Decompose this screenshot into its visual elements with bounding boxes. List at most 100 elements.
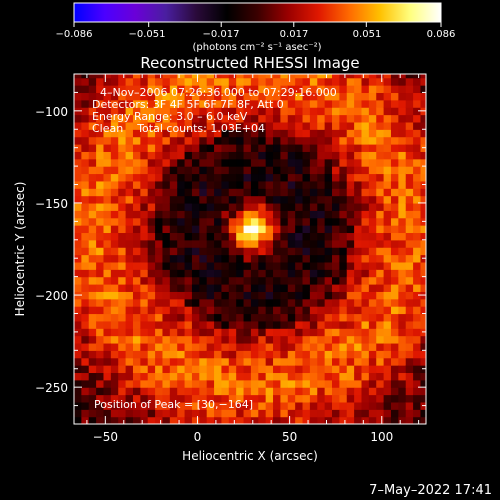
heatmap-cell [110, 210, 119, 219]
heatmap-cell [125, 158, 134, 167]
heatmap-cell [339, 85, 348, 94]
heatmap-cell [191, 394, 200, 403]
heatmap-cell [258, 92, 267, 101]
heatmap-cell [280, 195, 289, 204]
heatmap-cell [332, 291, 340, 300]
heatmap-cell [339, 394, 348, 403]
heatmap-cell [132, 284, 141, 292]
heatmap-cell [390, 239, 399, 248]
heatmap-cell [155, 239, 164, 248]
heatmap-cell [214, 202, 223, 211]
heatmap-cell [228, 416, 237, 424]
heatmap-cell [332, 261, 340, 270]
heatmap-cell [376, 342, 385, 351]
heatmap-cell [169, 158, 178, 167]
heatmap-cell [214, 350, 223, 359]
heatmap-cell [243, 291, 252, 300]
heatmap-cell [376, 239, 385, 248]
heatmap-cell [332, 217, 340, 226]
heatmap-cell [302, 306, 311, 315]
heatmap-cell [368, 401, 377, 410]
heatmap-cell [184, 247, 193, 256]
heatmap-cell [390, 261, 399, 270]
heatmap-cell [273, 372, 282, 381]
heatmap-cell [383, 372, 392, 381]
heatmap-cell [332, 328, 340, 337]
heatmap-cell [354, 328, 363, 337]
heatmap-cell [81, 306, 90, 315]
annotation-time-range: 4–Nov–2006 07:26:36.000 to 07:29:16.000 [100, 86, 337, 99]
heatmap-cell [162, 365, 171, 374]
heatmap-cell [125, 225, 134, 234]
heatmap-cell [110, 225, 119, 234]
heatmap-cell [280, 335, 289, 344]
heatmap-cell [206, 144, 215, 152]
heatmap-cell [265, 74, 274, 79]
heatmap-cell [250, 291, 259, 300]
heatmap-cell [214, 409, 223, 418]
heatmap-cell [110, 136, 119, 145]
heatmap-cell [214, 401, 223, 410]
heatmap-cell [162, 306, 171, 315]
heatmap-cell [273, 409, 282, 418]
heatmap-cell [191, 129, 200, 138]
heatmap-cell [413, 328, 422, 337]
heatmap-cell [280, 210, 289, 219]
heatmap-cell [96, 291, 105, 300]
heatmap-cell [191, 291, 200, 300]
heatmap-cell [413, 298, 422, 307]
heatmap-cell [324, 254, 333, 263]
heatmap-cell [96, 401, 105, 410]
heatmap-cell [243, 92, 252, 101]
heatmap-cell [221, 306, 230, 315]
heatmap-cell [317, 313, 326, 322]
heatmap-cell [147, 284, 156, 292]
heatmap-cell [413, 92, 422, 101]
heatmap-cell [132, 85, 141, 94]
heatmap-cell [383, 99, 392, 108]
heatmap-cell [265, 284, 274, 292]
heatmap-cell [390, 180, 399, 189]
heatmap-cell [339, 129, 348, 138]
heatmap-cell [258, 158, 267, 167]
heatmap-cell [88, 247, 97, 256]
heatmap-cell [287, 77, 296, 86]
heatmap-cell [420, 74, 426, 79]
heatmap-cell [302, 195, 311, 204]
heatmap-cell [103, 239, 112, 248]
heatmap-cell [236, 144, 245, 152]
heatmap-cell [191, 151, 200, 160]
heatmap-cell [280, 77, 289, 86]
heatmap-cell [420, 210, 426, 219]
heatmap-cell [228, 247, 237, 256]
heatmap-cell [413, 121, 422, 130]
heatmap-cell [88, 77, 97, 86]
heatmap-cell [398, 151, 407, 160]
heatmap-cell [110, 298, 119, 307]
heatmap-cell [287, 313, 296, 322]
heatmap-cell [103, 350, 112, 359]
heatmap-cell [96, 158, 105, 167]
heatmap-cell [214, 144, 223, 152]
heatmap-cell [383, 77, 392, 86]
heatmap-cell [332, 320, 340, 329]
heatmap-cell [103, 328, 112, 337]
heatmap-cell [88, 335, 97, 344]
heatmap-cell [383, 379, 392, 388]
heatmap-cell [354, 144, 363, 152]
heatmap-cell [287, 379, 296, 388]
heatmap-cell [199, 77, 208, 86]
heatmap-cell [346, 107, 355, 116]
heatmap-cell [390, 284, 399, 292]
x-axis-label: Heliocentric X (arcsec) [182, 449, 318, 463]
heatmap-cell [265, 195, 274, 204]
heatmap-cell [390, 269, 399, 278]
heatmap-cell [368, 239, 377, 248]
heatmap-cell [81, 394, 90, 403]
heatmap-cell [317, 99, 326, 108]
heatmap-cell [147, 144, 156, 152]
heatmap-cell [118, 210, 127, 219]
heatmap-cell [206, 387, 215, 396]
heatmap-cell [383, 144, 392, 152]
heatmap-cell [110, 409, 119, 418]
